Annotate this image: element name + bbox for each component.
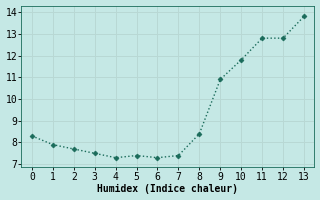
X-axis label: Humidex (Indice chaleur): Humidex (Indice chaleur) [98,184,238,194]
